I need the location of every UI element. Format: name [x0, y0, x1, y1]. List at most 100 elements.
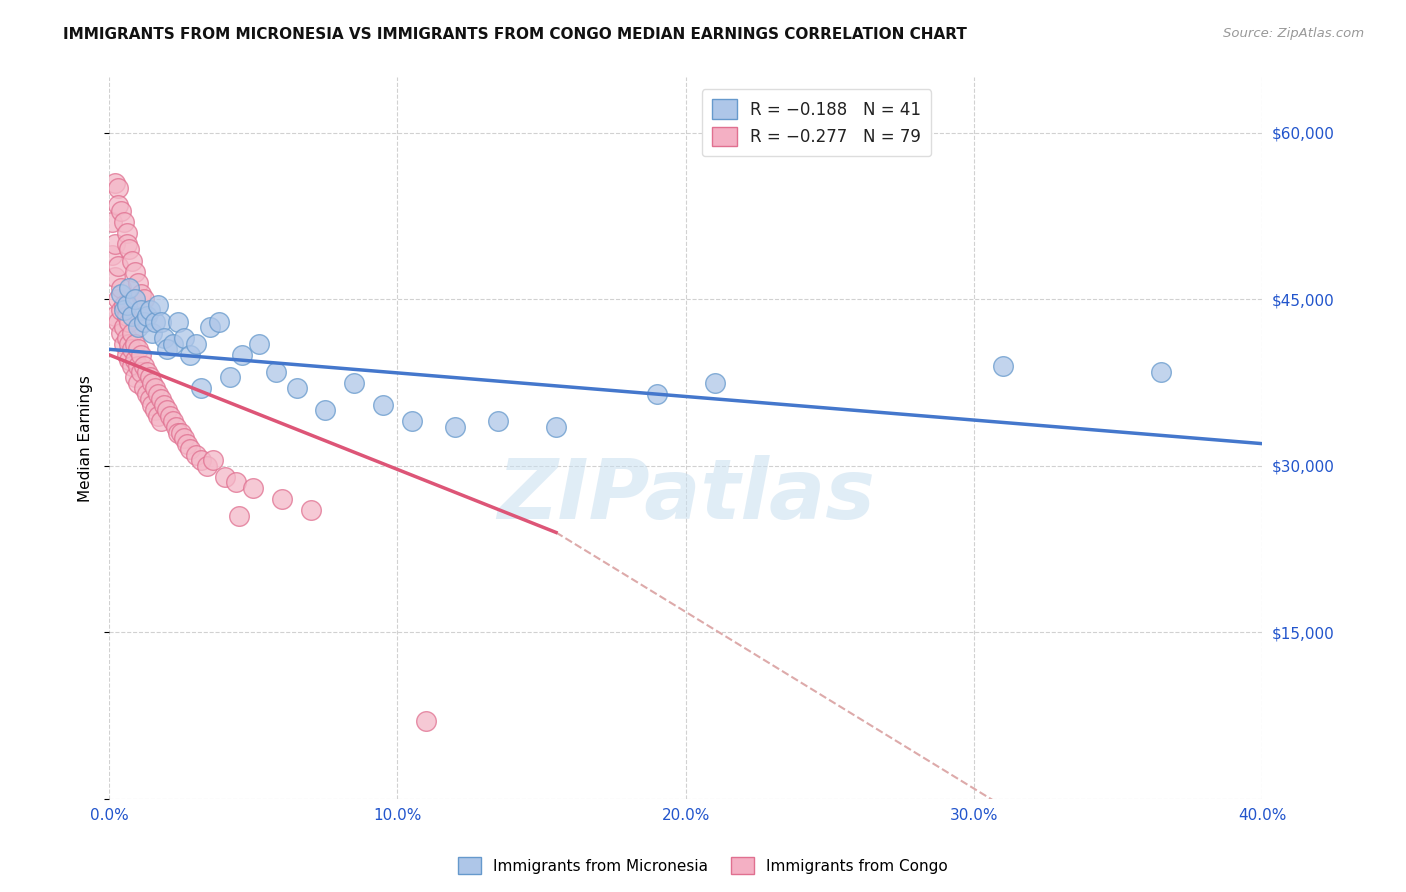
- Point: [127, 276, 149, 290]
- Text: IMMIGRANTS FROM MICRONESIA VS IMMIGRANTS FROM CONGO MEDIAN EARNINGS CORRELATION : IMMIGRANTS FROM MICRONESIA VS IMMIGRANTS…: [63, 27, 967, 42]
- Point: [129, 364, 152, 378]
- Point: [179, 348, 201, 362]
- Point: [110, 286, 132, 301]
- Point: [159, 409, 181, 423]
- Point: [173, 431, 195, 445]
- Point: [219, 370, 242, 384]
- Point: [112, 303, 135, 318]
- Point: [101, 248, 124, 262]
- Point: [107, 259, 129, 273]
- Point: [135, 386, 157, 401]
- Point: [170, 425, 193, 440]
- Point: [141, 398, 163, 412]
- Text: ZIPatlas: ZIPatlas: [496, 455, 875, 536]
- Point: [112, 298, 135, 312]
- Point: [110, 326, 132, 340]
- Point: [143, 381, 166, 395]
- Point: [124, 353, 146, 368]
- Point: [138, 303, 160, 318]
- Point: [129, 348, 152, 362]
- Point: [198, 320, 221, 334]
- Point: [135, 364, 157, 378]
- Point: [544, 420, 567, 434]
- Point: [141, 326, 163, 340]
- Point: [118, 315, 141, 329]
- Point: [127, 320, 149, 334]
- Point: [150, 392, 173, 407]
- Point: [991, 359, 1014, 373]
- Point: [343, 376, 366, 390]
- Point: [162, 414, 184, 428]
- Point: [115, 348, 138, 362]
- Point: [153, 331, 176, 345]
- Point: [138, 392, 160, 407]
- Point: [107, 315, 129, 329]
- Point: [150, 315, 173, 329]
- Point: [266, 364, 288, 378]
- Point: [110, 303, 132, 318]
- Legend: R = −0.188   N = 41, R = −0.277   N = 79: R = −0.188 N = 41, R = −0.277 N = 79: [702, 89, 931, 156]
- Point: [118, 353, 141, 368]
- Point: [214, 470, 236, 484]
- Point: [132, 293, 155, 307]
- Point: [228, 508, 250, 523]
- Point: [371, 398, 394, 412]
- Point: [115, 236, 138, 251]
- Point: [148, 409, 170, 423]
- Point: [271, 492, 294, 507]
- Point: [299, 503, 322, 517]
- Point: [195, 458, 218, 473]
- Point: [115, 309, 138, 323]
- Point: [314, 403, 336, 417]
- Y-axis label: Median Earnings: Median Earnings: [79, 375, 93, 501]
- Point: [121, 309, 143, 323]
- Point: [148, 386, 170, 401]
- Point: [118, 281, 141, 295]
- Point: [101, 215, 124, 229]
- Point: [121, 253, 143, 268]
- Point: [143, 315, 166, 329]
- Point: [156, 403, 179, 417]
- Point: [110, 203, 132, 218]
- Point: [112, 320, 135, 334]
- Point: [444, 420, 467, 434]
- Point: [225, 475, 247, 490]
- Point: [156, 343, 179, 357]
- Point: [138, 370, 160, 384]
- Text: Source: ZipAtlas.com: Source: ZipAtlas.com: [1223, 27, 1364, 40]
- Point: [401, 414, 423, 428]
- Point: [184, 336, 207, 351]
- Point: [104, 309, 127, 323]
- Point: [167, 425, 190, 440]
- Point: [118, 243, 141, 257]
- Point: [150, 414, 173, 428]
- Point: [107, 293, 129, 307]
- Point: [124, 265, 146, 279]
- Point: [162, 336, 184, 351]
- Point: [247, 336, 270, 351]
- Point: [173, 331, 195, 345]
- Point: [143, 403, 166, 417]
- Point: [129, 286, 152, 301]
- Point: [118, 336, 141, 351]
- Point: [1150, 364, 1173, 378]
- Point: [112, 215, 135, 229]
- Point: [190, 381, 212, 395]
- Point: [148, 298, 170, 312]
- Point: [285, 381, 308, 395]
- Point: [132, 381, 155, 395]
- Point: [179, 442, 201, 457]
- Point: [703, 376, 725, 390]
- Point: [107, 198, 129, 212]
- Point: [201, 453, 224, 467]
- Legend: Immigrants from Micronesia, Immigrants from Congo: Immigrants from Micronesia, Immigrants f…: [451, 851, 955, 880]
- Point: [115, 331, 138, 345]
- Point: [190, 453, 212, 467]
- Point: [415, 714, 437, 728]
- Point: [112, 336, 135, 351]
- Point: [129, 303, 152, 318]
- Point: [104, 176, 127, 190]
- Point: [165, 420, 187, 434]
- Point: [107, 181, 129, 195]
- Point: [127, 343, 149, 357]
